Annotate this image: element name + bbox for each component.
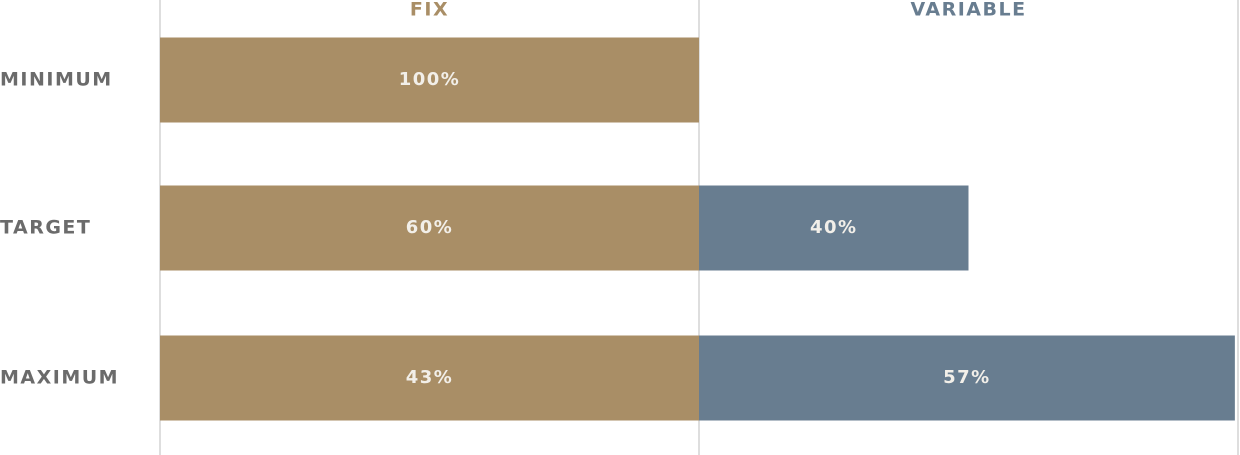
category-label: MAXIMUM [0,367,119,389]
value-label: 60% [406,217,454,238]
bar [160,37,699,123]
bar [160,185,699,271]
value-label: 40% [810,217,858,238]
bar [160,335,699,421]
category-label: TARGET [0,217,91,239]
category-label: MINIMUM [0,69,113,91]
column-header: FIX [410,0,449,21]
bar [699,185,969,271]
value-label: 43% [406,367,454,388]
value-label: 57% [943,367,991,388]
value-label: 100% [399,69,461,90]
bar [699,335,1235,421]
column-header: VARIABLE [910,0,1026,21]
